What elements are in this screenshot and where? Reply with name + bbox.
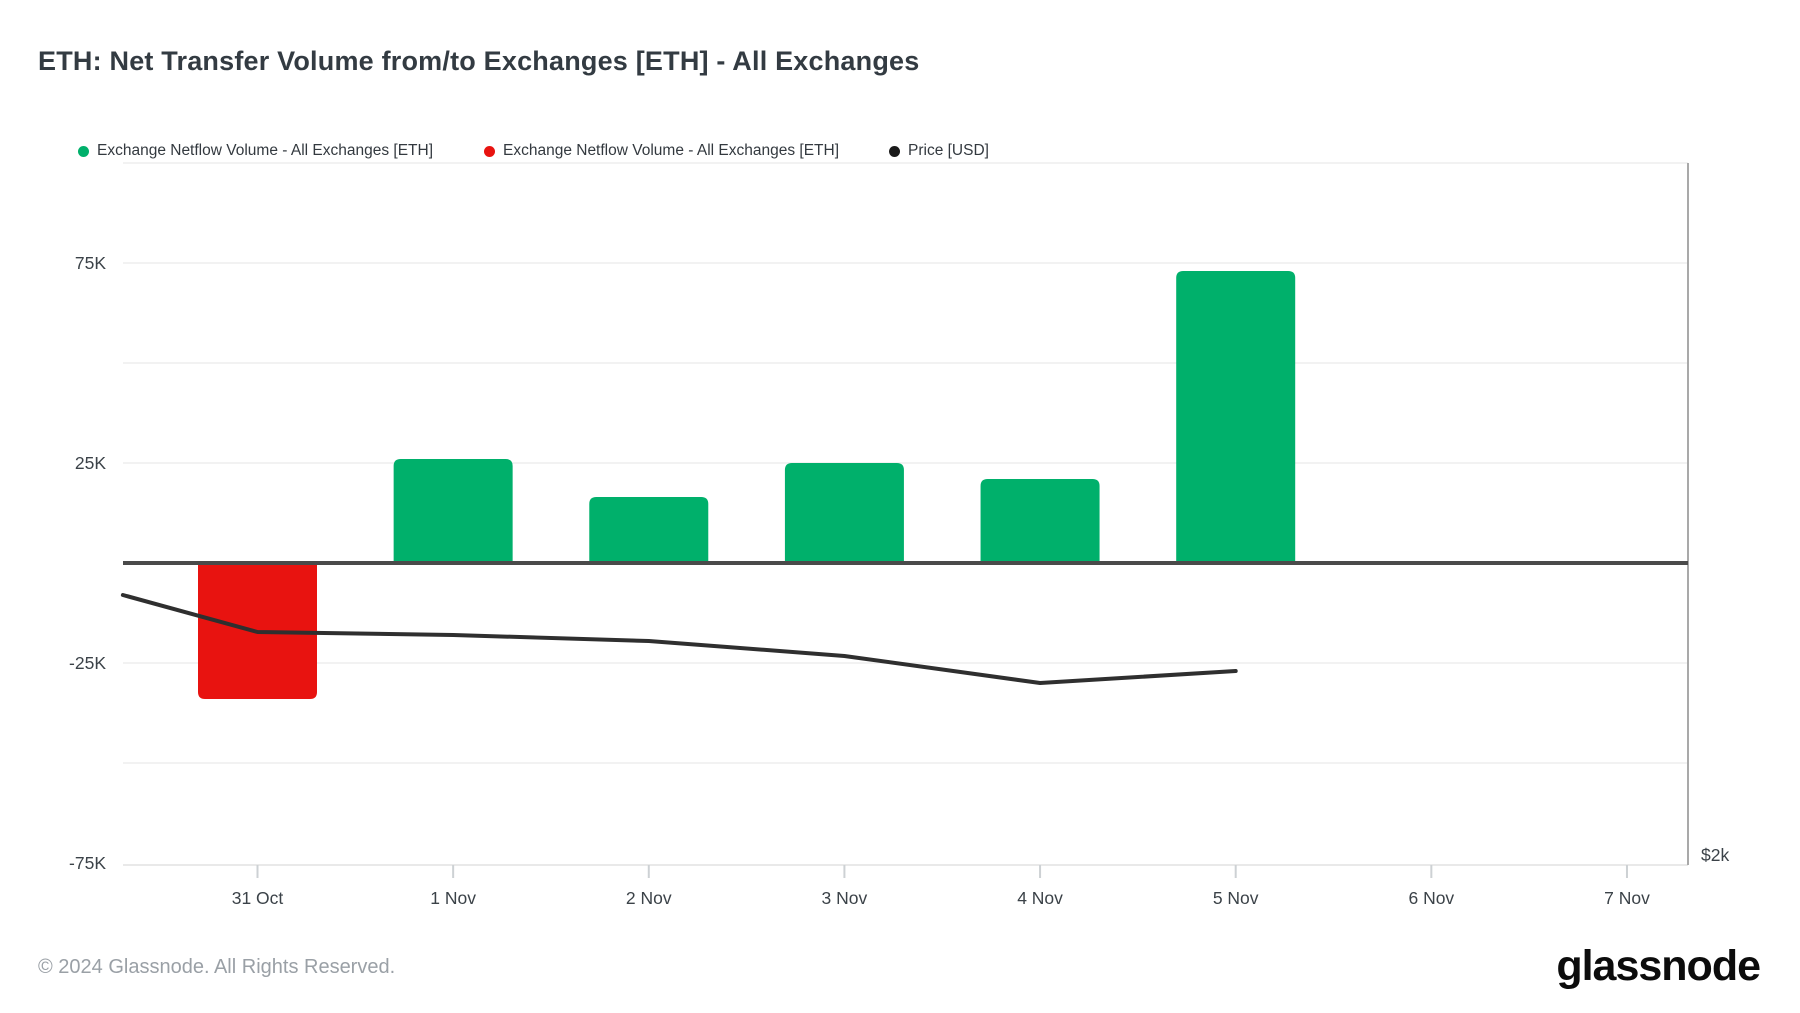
price-line [120, 593, 1238, 685]
x-tick-label: 3 Nov [822, 888, 868, 908]
legend-dot-icon [484, 145, 495, 157]
copyright-text: © 2024 Glassnode. All Rights Reserved. [38, 956, 396, 978]
y-tick-label: -75K [69, 853, 106, 873]
legend-item-0[interactable]: Exchange Netflow Volume - All Exchanges … [78, 142, 433, 160]
y-tick-label: 75K [75, 253, 106, 273]
netflow-bar-2-nov[interactable] [589, 497, 709, 563]
x-tick-label: 4 Nov [1017, 888, 1063, 908]
legend-item-2[interactable]: Price [USD] [889, 142, 989, 160]
glassnode-logo: glassnode [1556, 942, 1761, 990]
legend-item-label: Exchange Netflow Volume - All Exchanges … [97, 142, 433, 159]
netflow-bar-4-nov[interactable] [980, 479, 1100, 563]
netflow-bar-5-nov[interactable] [1176, 271, 1296, 563]
legend: Exchange Netflow Volume - All Exchanges … [0, 142, 1800, 164]
netflow-bar-1-nov[interactable] [393, 459, 513, 563]
legend-item-label: Price [USD] [908, 142, 989, 159]
x-tick-label: 31 Oct [232, 888, 284, 908]
y-tick-label: 25K [75, 453, 106, 473]
right-axis-price-label: $2k [1701, 845, 1729, 865]
x-tick-label: 5 Nov [1213, 888, 1259, 908]
x-tick-label: 7 Nov [1604, 888, 1650, 908]
legend-dot-icon [889, 145, 900, 157]
x-tick-label: 6 Nov [1408, 888, 1454, 908]
chart-title: ETH: Net Transfer Volume from/to Exchang… [38, 46, 920, 76]
x-tick-label: 1 Nov [430, 888, 476, 908]
netflow-bar-3-nov[interactable] [784, 463, 904, 563]
legend-item-1[interactable]: Exchange Netflow Volume - All Exchanges … [484, 142, 839, 160]
y-tick-label: -25K [69, 653, 106, 673]
legend-item-label: Exchange Netflow Volume - All Exchanges … [503, 142, 839, 159]
x-tick-label: 2 Nov [626, 888, 672, 908]
legend-dot-icon [78, 145, 89, 157]
